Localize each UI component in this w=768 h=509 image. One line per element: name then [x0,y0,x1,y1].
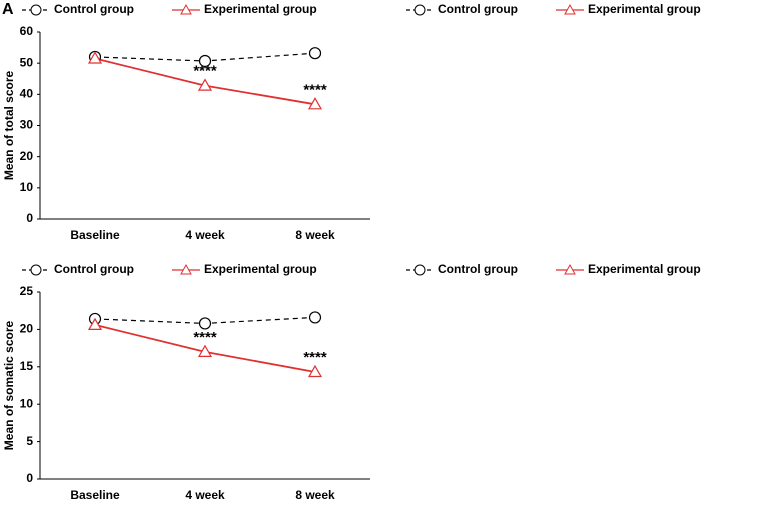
legend-marker [180,263,192,275]
x-tick-label: 4 week [185,228,225,242]
marker [87,51,103,64]
legend-marker [564,263,576,275]
legend-label: Control group [54,2,134,16]
marker [308,47,322,60]
y-tick-label: 20 [20,322,34,336]
marker [197,78,213,91]
significance: **** [303,81,327,98]
significance: **** [193,63,217,80]
y-tick-label: 10 [20,180,34,194]
y-axis-label: Mean of somatic score [2,320,16,450]
y-tick-label: 60 [20,24,34,38]
x-tick-label: 8 week [295,488,335,502]
marker [198,54,212,68]
legend-label: Control group [54,262,134,276]
legend-marker [30,4,42,16]
marker [198,317,212,330]
y-tick-label: 15 [20,359,34,373]
x-tick-label: 4 week [185,488,225,502]
legend-label: Experimental group [204,2,317,16]
y-tick-label: 25 [20,284,34,298]
marker [197,344,213,357]
legend-marker [414,4,426,16]
y-tick-label: 30 [20,118,34,132]
x-tick-label: Baseline [70,488,120,502]
marker [307,364,323,378]
significance: **** [303,349,327,366]
legend-marker [180,3,192,15]
y-tick-label: 10 [20,396,34,410]
x-tick-label: Baseline [70,228,120,242]
marker [87,317,103,331]
y-tick-label: 20 [20,149,34,163]
y-tick-label: 0 [26,471,33,485]
legend-label: Experimental group [204,262,317,276]
panel-label: A [2,1,14,18]
legend-label: Experimental group [588,262,701,276]
legend-marker [414,264,426,276]
legend-marker [30,264,42,276]
legend-label: Control group [438,262,518,276]
legend-marker [564,3,576,15]
marker [308,311,322,324]
y-tick-label: 5 [26,434,33,448]
y-tick-label: 50 [20,55,34,69]
y-tick-label: 0 [26,211,33,225]
significance: **** [193,329,217,346]
legend-label: Control group [438,2,518,16]
y-tick-label: 40 [20,87,34,101]
legend-label: Experimental group [588,2,701,16]
y-axis-label: Mean of total score [2,71,16,181]
marker [307,97,323,110]
x-tick-label: 8 week [295,228,335,242]
